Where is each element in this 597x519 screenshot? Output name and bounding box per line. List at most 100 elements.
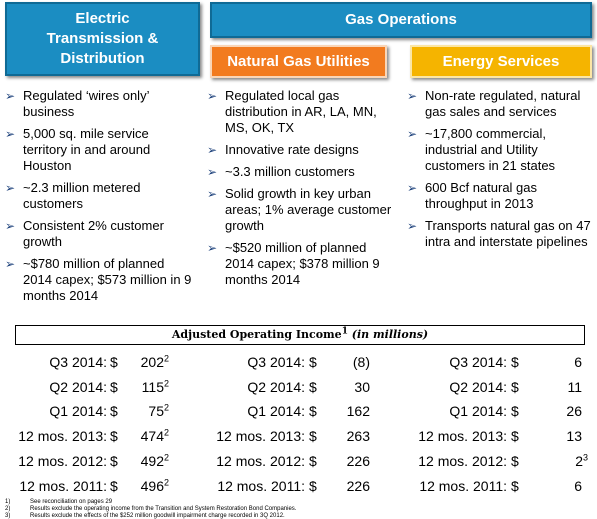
income-value: 11 — [567, 379, 582, 395]
income-value: 226 — [347, 478, 370, 494]
row-label: 12 mos. 2011: — [217, 477, 305, 494]
bullet-column: Regulated local gas distribution in AR, … — [207, 88, 397, 294]
value: 263 — [346, 428, 370, 445]
row-label: 12 mos. 2013: — [18, 428, 107, 445]
income-value: 4742 — [141, 428, 169, 444]
row-label: 12 mos. 2012: — [18, 452, 107, 469]
row-label: 12 mos. 2012: — [418, 452, 507, 469]
bullet: ~$780 million of planned 2014 capex; $57… — [5, 256, 195, 304]
value: (8) — [352, 354, 370, 370]
value-note: 2 — [163, 476, 169, 487]
income-value: 2022 — [141, 354, 169, 370]
currency: $ — [511, 477, 519, 494]
value: 6 — [574, 354, 582, 370]
row-label: 12 mos. 2011: — [419, 477, 507, 494]
row-label: 12 mos. 2013: — [216, 428, 305, 445]
bullet-column: Regulated ‘wires only’ business 5,000 sq.… — [5, 88, 195, 310]
value: 30 — [354, 378, 370, 395]
currency: $ — [110, 378, 118, 395]
value: 492 — [140, 452, 164, 469]
value-note: 2 — [163, 402, 169, 413]
value: 26 — [566, 403, 582, 420]
value: 115 — [141, 378, 164, 395]
electric-header: Electric Transmission & Distribution — [5, 2, 200, 76]
currency: $ — [511, 403, 519, 420]
bullet: ~3.3 million customers — [207, 164, 397, 180]
income-value: 4922 — [141, 453, 169, 469]
income-value: 1152 — [142, 379, 169, 395]
currency: $ — [110, 428, 118, 445]
bullet: 5,000 sq. mile service territory in and … — [5, 126, 195, 174]
footnote-marker: 1) — [5, 499, 11, 505]
value: 162 — [346, 403, 370, 420]
value: 226 — [346, 477, 370, 494]
income-value: 4962 — [140, 476, 169, 494]
value-note: 2 — [163, 378, 169, 389]
row-label: 12 mos. 2012: — [216, 452, 305, 469]
footnote-text: Results exclude the operating income fro… — [30, 506, 297, 512]
footnote-marker: 3) — [5, 513, 11, 519]
bullet: 600 Bcf natural gas throughput in 2013 — [407, 180, 592, 212]
currency: $ — [511, 428, 519, 445]
bullet-column: Non-rate regulated, natural gas sales an… — [407, 88, 592, 256]
value: 474 — [140, 428, 164, 445]
value: 496 — [140, 477, 164, 494]
gas-header: Gas Operations — [210, 2, 592, 38]
bullet: Transports natural gas on 47 intra and i… — [407, 218, 592, 250]
footnote-text: See reconciliation on pages 29 — [30, 499, 113, 505]
value-note: 2 — [163, 427, 169, 438]
currency: $ — [110, 452, 118, 469]
income-value: 30 — [354, 379, 370, 395]
row-label: Q3 2014: — [49, 354, 107, 370]
row-label: Q2 2014: — [247, 378, 305, 395]
value: 13 — [566, 428, 582, 445]
natural-gas-header: Natural Gas Utilities — [210, 45, 387, 78]
bullet: Non-rate regulated, natural gas sales an… — [407, 88, 592, 120]
value: 6 — [574, 477, 582, 494]
value: 75 — [148, 403, 164, 420]
income-value: 23 — [575, 453, 588, 469]
income-value: 226 — [347, 453, 370, 469]
row-label: 12 mos. 2011: — [19, 477, 107, 494]
income-value: 263 — [347, 428, 370, 444]
currency: $ — [110, 477, 118, 494]
currency: $ — [309, 477, 317, 494]
value-note: 3 — [582, 452, 588, 463]
income-value: 162 — [347, 403, 370, 419]
bullet: ~17,800 commercial, industrial and Utili… — [407, 126, 592, 174]
bullet: ~$520 million of planned 2014 capex; $37… — [207, 240, 397, 288]
value: 226 — [346, 452, 370, 469]
footnote-text: Results exclude the effects of the $252 … — [30, 513, 285, 519]
row-label: Q2 2014: — [449, 378, 507, 395]
energy-header: Energy Services — [410, 45, 592, 78]
currency: $ — [309, 403, 317, 420]
value-note: 2 — [163, 452, 169, 463]
income-value: 6 — [574, 354, 582, 370]
currency: $ — [110, 403, 118, 420]
bullet: Regulated ‘wires only’ business — [5, 88, 195, 120]
value: 11 — [567, 378, 582, 395]
row-label: Q2 2014: — [49, 378, 107, 395]
currency: $ — [309, 378, 317, 395]
row-label: Q1 2014: — [247, 403, 305, 420]
title-text: Adjusted Operating Income — [171, 328, 342, 341]
title-units: (in millions) — [351, 328, 429, 341]
currency: $ — [511, 452, 519, 469]
title-note: 1 — [341, 326, 348, 337]
bullet: Consistent 2% customer growth — [5, 218, 195, 250]
currency: $ — [309, 428, 317, 445]
row-label: Q1 2014: — [449, 403, 507, 420]
income-value: 752 — [148, 403, 169, 419]
footnote-marker: 2) — [5, 506, 11, 512]
currency: $ — [511, 378, 519, 395]
row-label: 12 mos. 2013: — [418, 428, 507, 445]
income-value: 13 — [566, 428, 582, 444]
bullet: Solid growth in key urban areas; 1% aver… — [207, 186, 397, 234]
row-label: Q1 2014: — [49, 403, 107, 420]
income-value: (8) — [353, 354, 370, 370]
value-note: 2 — [163, 353, 169, 364]
bullet: ~2.3 million metered customers — [5, 180, 195, 212]
value: 2 — [575, 452, 583, 469]
currency: $ — [309, 354, 317, 370]
